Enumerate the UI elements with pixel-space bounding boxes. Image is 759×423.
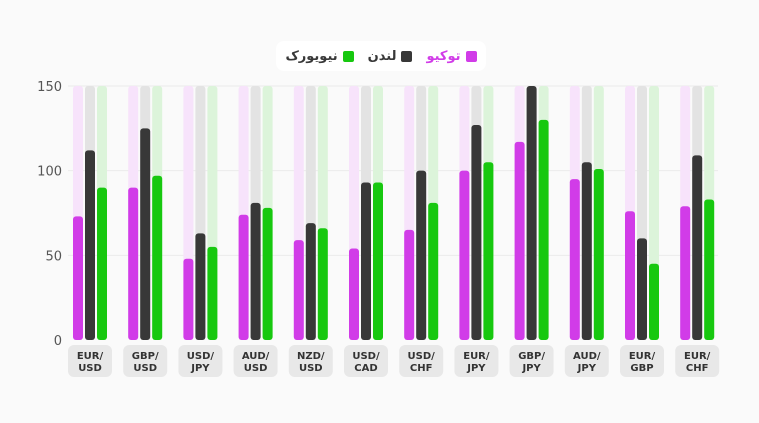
bar-5-2 [373, 182, 383, 340]
category-label-box-5 [344, 345, 388, 377]
bar-6-2 [428, 202, 439, 340]
bar-0-0 [73, 216, 83, 340]
legend-item-tokyo[interactable]: توکیو [426, 48, 477, 64]
category-label-box-9 [564, 345, 609, 377]
bar-1-1 [140, 128, 151, 340]
category-label-box-11 [675, 345, 720, 377]
bar-4-2 [317, 228, 328, 340]
bar-2-2 [207, 246, 218, 340]
bar-4-1 [305, 223, 316, 340]
legend: توکیو لندن نیویورک [276, 41, 486, 71]
category-label-2: USD/JPY [187, 351, 215, 374]
category-label-box-1 [123, 345, 168, 377]
bar-11-1 [692, 155, 703, 340]
category-label-9: AUD/JPY [573, 351, 601, 374]
category-label-box-2 [178, 345, 223, 377]
category-label-5: USD/CAD [352, 351, 380, 374]
category-label-7: EUR/JPY [463, 351, 490, 374]
category-label-box-10 [620, 345, 664, 377]
bar-11-0 [680, 206, 691, 340]
category-label-6: USD/CHF [408, 351, 436, 374]
category-label-8: GBP/JPY [518, 351, 545, 374]
bar-11-2 [704, 199, 715, 340]
category-label-11: EUR/CHF [684, 351, 711, 374]
y-tick-label-50: 50 [45, 249, 62, 264]
bar-3-2 [262, 207, 273, 340]
bar-1-2 [152, 175, 163, 340]
bar-9-1 [581, 162, 592, 340]
bar-7-2 [483, 162, 494, 340]
bar-8-1 [526, 86, 537, 340]
bar-7-0 [459, 170, 470, 340]
bar-5-1 [361, 182, 371, 340]
bar-0-2 [97, 187, 107, 340]
bar-6-0 [404, 229, 415, 340]
bar-8-0 [514, 141, 525, 340]
category-label-box-8 [509, 345, 554, 377]
bar-9-0 [569, 179, 580, 340]
bar-3-1 [250, 202, 261, 340]
category-label-4: NZD/USD [297, 351, 325, 374]
y-tick-label-150: 150 [37, 80, 62, 95]
category-label-box-6 [399, 345, 444, 377]
bar-10-1 [637, 238, 647, 340]
category-label-3: AUD/USD [242, 351, 270, 374]
y-tick-label-100: 100 [37, 165, 62, 180]
legend-label-london: لندن [367, 48, 397, 64]
category-label-1: GBP/USD [132, 351, 159, 374]
bar-3-0 [238, 214, 249, 340]
legend-swatch-newyork [342, 50, 354, 62]
bar-8-2 [538, 119, 549, 340]
bar-5-0 [349, 248, 359, 340]
category-label-0: EUR/USD [77, 351, 104, 374]
bar-9-2 [593, 168, 604, 340]
legend-item-newyork[interactable]: نیویورک [285, 48, 354, 64]
bar-10-0 [625, 211, 635, 340]
bar-2-1 [195, 233, 206, 340]
y-tick-label-0: 0 [54, 334, 62, 349]
bar-2-0 [183, 258, 194, 340]
category-label-box-0 [68, 345, 112, 377]
legend-swatch-london [401, 50, 413, 62]
category-label-box-7 [454, 345, 499, 377]
bar-1-0 [128, 187, 139, 340]
bar-4-0 [293, 240, 304, 340]
legend-label-tokyo: توکیو [426, 48, 461, 64]
category-label-box-4 [288, 345, 333, 377]
category-label-10: EUR/GBP [629, 351, 656, 374]
legend-swatch-tokyo [465, 50, 477, 62]
bar-0-1 [85, 150, 95, 340]
legend-label-newyork: نیویورک [285, 48, 338, 64]
bar-6-1 [416, 170, 427, 340]
bar-10-2 [649, 263, 659, 340]
bar-7-1 [471, 124, 482, 341]
category-label-box-3 [233, 345, 278, 377]
legend-item-london[interactable]: لندن [368, 49, 413, 64]
